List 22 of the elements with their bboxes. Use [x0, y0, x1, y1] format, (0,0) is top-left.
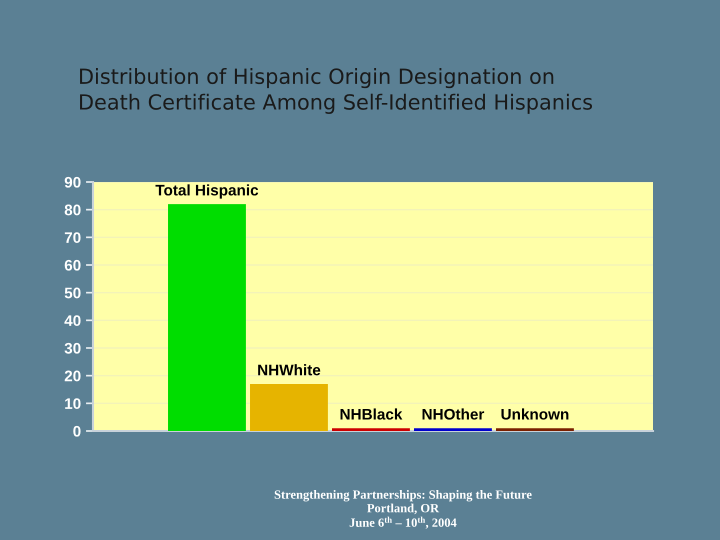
x-tick-label: NHBlack: [340, 408, 402, 420]
y-tick-label: 60: [64, 260, 81, 271]
bar: [414, 428, 492, 431]
y-tick-label: 10: [65, 398, 81, 410]
x-tick-label: Unknown: [501, 408, 568, 420]
y-tick-label: 0: [73, 426, 81, 437]
y-tick-label: 40: [64, 315, 81, 326]
x-tick-label: NHOther: [422, 408, 484, 420]
text: Strengthening Partnerships: Shaping the Future Portland, OR June 6$^{th}$ – 10$^{th}$, 2004: [274, 490, 532, 529]
y-tick-label: 70: [64, 232, 81, 244]
bar: [332, 428, 410, 431]
y-tick-label: 80: [64, 204, 81, 216]
bar: [168, 204, 246, 431]
y-tick-label: 90: [64, 176, 81, 188]
bar: [496, 428, 574, 431]
y-tick-label: 50: [64, 288, 81, 298]
y-tick-label: 20: [64, 370, 81, 382]
x-tick-label: Total Hispanic: [156, 184, 258, 199]
x-tick-label: NHWhite: [258, 364, 320, 376]
bar: [250, 384, 328, 431]
y-tick-label: 30: [64, 342, 81, 354]
chart-title: Distribution of Hispanic Origin Designation on Death Certificate Among Self-Identified Hispanics: [80, 68, 592, 114]
